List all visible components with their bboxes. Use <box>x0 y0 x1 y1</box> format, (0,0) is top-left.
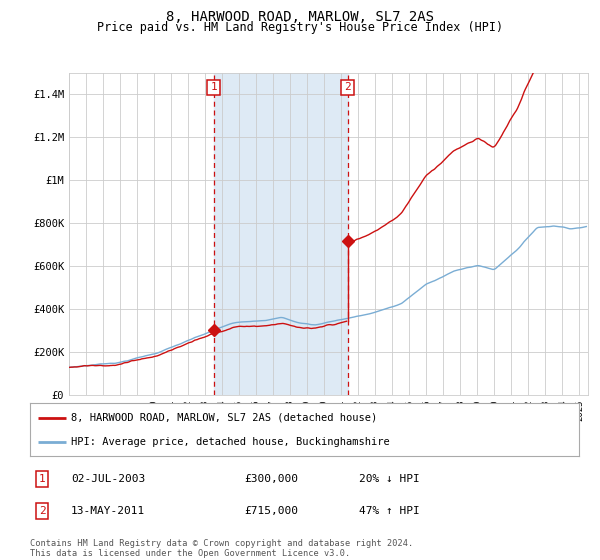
Text: 47% ↑ HPI: 47% ↑ HPI <box>359 506 420 516</box>
Text: 2: 2 <box>39 506 46 516</box>
Text: 13-MAY-2011: 13-MAY-2011 <box>71 506 145 516</box>
Text: 1: 1 <box>210 82 217 92</box>
Text: 20% ↓ HPI: 20% ↓ HPI <box>359 474 420 484</box>
Text: £715,000: £715,000 <box>244 506 298 516</box>
Text: 2: 2 <box>344 82 351 92</box>
Text: 1: 1 <box>39 474 46 484</box>
Text: £300,000: £300,000 <box>244 474 298 484</box>
Text: 8, HARWOOD ROAD, MARLOW, SL7 2AS (detached house): 8, HARWOOD ROAD, MARLOW, SL7 2AS (detach… <box>71 413 377 423</box>
Text: 02-JUL-2003: 02-JUL-2003 <box>71 474 145 484</box>
Bar <box>214 73 347 395</box>
Text: Contains HM Land Registry data © Crown copyright and database right 2024.
This d: Contains HM Land Registry data © Crown c… <box>30 539 413 558</box>
Text: 8, HARWOOD ROAD, MARLOW, SL7 2AS: 8, HARWOOD ROAD, MARLOW, SL7 2AS <box>166 10 434 24</box>
Text: HPI: Average price, detached house, Buckinghamshire: HPI: Average price, detached house, Buck… <box>71 437 390 447</box>
Text: Price paid vs. HM Land Registry's House Price Index (HPI): Price paid vs. HM Land Registry's House … <box>97 21 503 34</box>
